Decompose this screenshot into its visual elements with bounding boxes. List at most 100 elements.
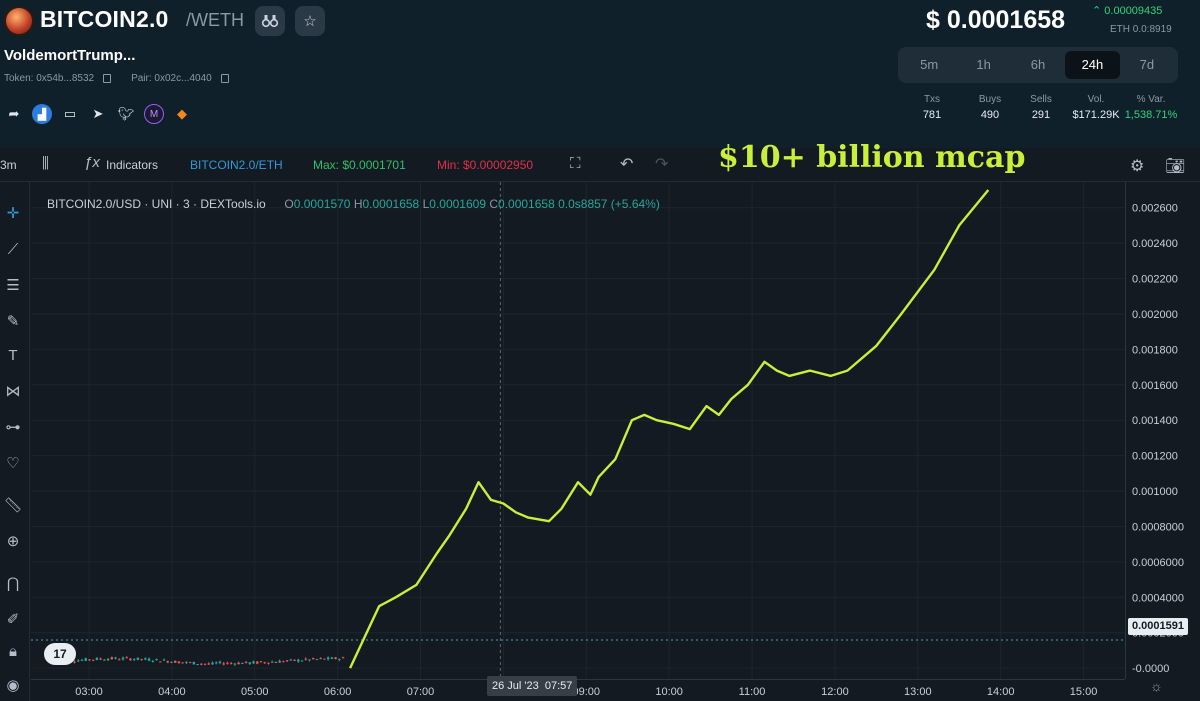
interval-button[interactable]: 3m: [0, 158, 17, 172]
price-tick-label: 0.001600: [1132, 380, 1178, 392]
candle-body: [132, 659, 136, 661]
binoculars-button[interactable]: [255, 6, 285, 36]
metamask-icon[interactable]: ◆: [177, 106, 187, 121]
candle-body: [110, 657, 114, 660]
candle-body: [267, 662, 270, 664]
candle-body: [121, 657, 125, 660]
candle-body: [181, 662, 184, 664]
candle-body: [80, 659, 84, 661]
time-tick-label: 13:00: [904, 686, 932, 698]
undo-icon[interactable]: ↶: [620, 156, 634, 173]
stat-variation: % Var. 1,538.71%: [1124, 94, 1178, 121]
redo-icon[interactable]: ↷: [655, 156, 669, 173]
symbol-label[interactable]: BITCOIN2.0/ETH: [190, 158, 283, 172]
tab-7d[interactable]: 7d: [1139, 57, 1155, 72]
timeframe-selector: 5m 1h 6h 24h 7d: [898, 47, 1178, 83]
candle-body: [151, 660, 155, 662]
token-logo: [4, 6, 34, 36]
indicators-button[interactable]: Indicators: [106, 158, 159, 172]
ruler-tool-icon[interactable]: 📏︎: [3, 497, 23, 514]
heart-icon[interactable]: ♡: [6, 455, 20, 472]
price-change: ⌃ 0.00009435: [1092, 5, 1163, 17]
monitor-icon[interactable]: ▭: [63, 106, 77, 121]
binoculars-icon: [262, 15, 278, 28]
candle-body: [233, 663, 237, 665]
telegram-icon[interactable]: ➤: [92, 106, 104, 121]
pattern-tool-icon[interactable]: ⋈: [5, 383, 21, 400]
favorite-button[interactable]: ☆: [295, 6, 325, 36]
candle-body: [278, 660, 281, 663]
min-price-label: Min: $0.00002950: [437, 158, 534, 172]
stat-sells: Sells 291: [1030, 94, 1052, 121]
current-price: $ 0.0001658: [926, 6, 1066, 34]
time-tick-label: 06:00: [324, 686, 352, 698]
candle-body: [95, 657, 99, 660]
candle-type-icon[interactable]: ⫼: [42, 155, 49, 172]
candle-body: [326, 657, 330, 660]
star-icon: ☆: [303, 13, 317, 30]
crosshair-tool-icon[interactable]: ✛: [6, 205, 20, 222]
lock-drawings-icon[interactable]: ✐: [6, 611, 20, 628]
candle-body: [162, 659, 166, 661]
copy-token-icon[interactable]: [103, 74, 112, 83]
social-links: ➦ ▟ ▭ ➤ 🐦︎ M ◆: [4, 104, 192, 124]
twitter-icon[interactable]: 🐦︎: [117, 106, 135, 121]
candle-body: [192, 661, 196, 665]
axis-settings-icon[interactable]: ☼: [1150, 678, 1163, 694]
candle-body: [118, 659, 121, 661]
price-tick-label: 0.001400: [1132, 415, 1178, 427]
price-line: [349, 189, 990, 669]
camera-icon[interactable]: 📷︎: [1165, 158, 1186, 175]
share-icon[interactable]: ➦: [8, 106, 20, 121]
settings-gear-icon[interactable]: ⚙: [1130, 158, 1145, 175]
magnet-icon[interactable]: ⋂: [6, 575, 20, 592]
time-axis[interactable]: 03:0004:0005:0006:0007:0008:0009:0010:00…: [31, 679, 1125, 701]
price-tick-label: 0.002200: [1132, 274, 1178, 286]
candle-body: [196, 663, 199, 665]
candle-body: [226, 662, 229, 664]
time-tick-label: 12:00: [821, 686, 849, 698]
brush-tool-icon[interactable]: ✎: [6, 313, 20, 330]
copy-pair-icon[interactable]: [220, 74, 229, 83]
tab-5m[interactable]: 5m: [920, 57, 939, 72]
text-tool-icon[interactable]: T: [8, 346, 18, 364]
time-tick-label: 07:00: [407, 686, 435, 698]
lock-icon[interactable]: 🔒︎: [9, 642, 17, 660]
candle-body: [259, 661, 263, 663]
fib-tool-icon[interactable]: ☰: [6, 277, 20, 294]
candle-body: [155, 658, 158, 660]
chart-legend: BITCOIN2.0/USD · UNI · 3 · DEXTools.io O…: [47, 197, 660, 211]
candle-body: [312, 658, 315, 660]
tab-24h[interactable]: 24h: [1065, 51, 1120, 79]
chart-area: 3m ⫼ ƒx Indicators BITCOIN2.0/ETH Max: $…: [0, 140, 1200, 701]
price-tick-label: 0.001800: [1132, 344, 1178, 356]
fx-icon[interactable]: ƒx: [84, 154, 100, 171]
candle-body: [91, 659, 95, 661]
price-axis[interactable]: 0.002600 0.002400 0.002200 0.002000 0.001800…: [1125, 182, 1200, 679]
candle-body: [185, 661, 188, 663]
time-tick-label: 04:00: [158, 686, 186, 698]
forecast-tool-icon[interactable]: ⊶: [5, 419, 21, 436]
candle-body: [159, 661, 162, 663]
drawing-tools: ✛ ⟋ ☰ ✎ T ⋈ ⊶ ♡ 📏︎ ⊕ ⋂ ✐ 🔒︎ ◉: [0, 182, 30, 701]
time-tick-label: 11:00: [739, 686, 766, 698]
price-tick-label: 0.0004000: [1132, 592, 1184, 604]
pair-header: BITCOIN2.0 /WETH ☆ VoldemortTrump... Tok…: [0, 0, 1200, 148]
candle-body: [330, 657, 334, 659]
candle-body: [237, 662, 240, 665]
chart-circle-icon[interactable]: ▟: [32, 104, 52, 124]
eye-icon[interactable]: ◉: [6, 677, 20, 694]
time-tick-label: 09:00: [573, 686, 601, 698]
price-chart[interactable]: [31, 182, 1125, 679]
last-price-label: 0.0001591: [1128, 618, 1188, 635]
trendline-tool-icon[interactable]: ⟋: [7, 240, 19, 258]
candle-body: [200, 663, 203, 665]
price-tick-label: 0.002600: [1132, 203, 1178, 215]
zoom-in-icon[interactable]: ⊕: [6, 533, 20, 550]
fullscreen-icon[interactable]: ⛶: [570, 155, 581, 172]
tab-6h[interactable]: 6h: [1030, 57, 1046, 72]
tab-1h[interactable]: 1h: [976, 57, 991, 72]
m-logo-icon[interactable]: M: [144, 104, 164, 124]
crosshair-date-label: 26 Jul '23 07:57: [487, 676, 578, 696]
candle-body: [319, 658, 322, 660]
